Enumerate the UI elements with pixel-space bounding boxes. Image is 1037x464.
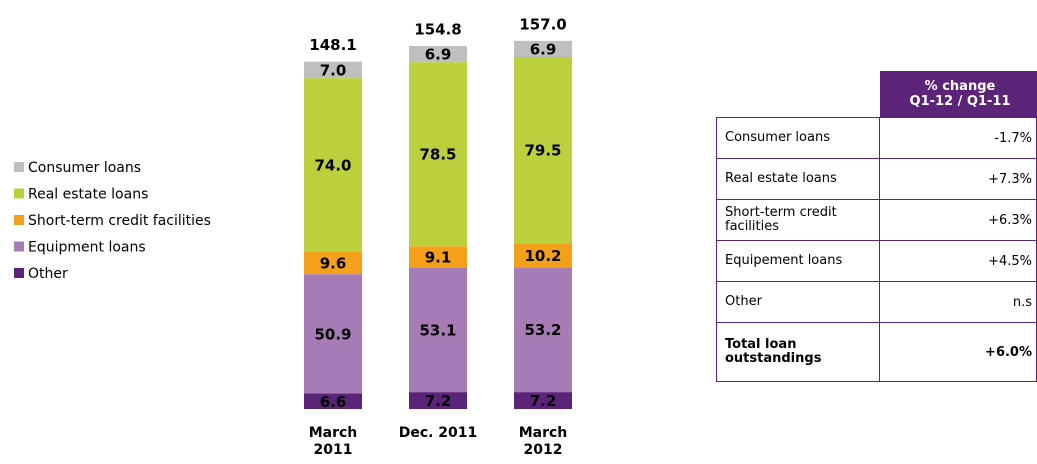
total-label: 157.0	[519, 15, 566, 33]
column-header: % change Q1-12 / Q1-11	[879, 71, 1037, 118]
row-value: +7.3%	[879, 158, 1037, 200]
header-line: Q1-12 / Q1-11	[909, 94, 1011, 109]
bar-segment	[514, 243, 572, 268]
row-label: Short-term credit facilities	[725, 205, 837, 234]
bar-segment	[514, 392, 572, 409]
row-label-cell: Real estate loans	[716, 158, 880, 200]
change-table: % change Q1-12 / Q1-11 Consumer loans -1.7…	[716, 71, 1037, 382]
row-label: Other	[725, 294, 762, 309]
bar-segment	[409, 392, 467, 409]
legend-label: Real estate loans	[28, 187, 148, 203]
segment-label: 78.5	[419, 146, 456, 164]
x-tick-label: March 2011	[308, 425, 358, 458]
bar-segment	[409, 246, 467, 268]
segment-label: 6.9	[530, 40, 557, 58]
bar-segment	[304, 78, 362, 252]
row-label: Consumer loans	[725, 130, 830, 145]
row-value: +4.5%	[879, 240, 1037, 282]
row-label-cell: Other	[716, 281, 880, 323]
segment-label: 7.2	[530, 392, 557, 410]
bar-segment	[304, 274, 362, 394]
bar-segment	[409, 62, 467, 247]
bar-segment	[514, 57, 572, 244]
row-label-cell: Total loan outstandings	[716, 322, 880, 382]
legend-label: Short-term credit facilities	[28, 213, 211, 229]
segment-label: 6.9	[425, 46, 452, 64]
row-label: Real estate loans	[725, 171, 837, 186]
row-label: Total loan outstandings	[725, 337, 822, 366]
chart: 6.6 50.9 9.6 74.0 7.0 148.1 7.2 53.1 9.1 78.5 6.9 1…	[14, 15, 572, 411]
header-line: % change	[924, 79, 996, 94]
row-label: Equipement loans	[725, 253, 843, 268]
segment-label: 10.2	[524, 247, 561, 265]
legend-swatch	[14, 215, 24, 225]
row-value: -1.7%	[879, 117, 1037, 159]
x-tick-label: March 2012	[518, 425, 568, 458]
row-label-cell: Consumer loans	[716, 117, 880, 159]
row-label-cell: Equipement loans	[716, 240, 880, 282]
segment-label: 74.0	[314, 156, 351, 174]
total-label: 148.1	[309, 36, 356, 54]
row-value: +6.3%	[879, 199, 1037, 241]
segment-label: 6.6	[320, 393, 347, 411]
segment-label: 53.2	[524, 321, 561, 339]
legend-swatch	[14, 188, 24, 199]
table-row: Total loan outstandings +6.0%	[716, 322, 1037, 382]
segment-label: 7.2	[425, 392, 452, 410]
table-row: Short-term credit facilities +6.3%	[716, 199, 1037, 241]
legend-swatch	[14, 162, 24, 172]
bar-segment	[304, 393, 362, 409]
bar-segment	[514, 267, 572, 393]
row-value: n.s	[879, 281, 1037, 323]
bar-segment	[409, 267, 467, 393]
legend-swatch	[14, 241, 24, 252]
bar-segment	[514, 40, 572, 58]
table-row: Consumer loans -1.7%	[716, 117, 1037, 159]
row-value: +6.0%	[879, 322, 1037, 382]
bar-segment	[304, 61, 362, 79]
table-row: Equipement loans +4.5%	[716, 240, 1037, 282]
legend-label: Other	[28, 266, 68, 282]
total-label: 154.8	[414, 20, 461, 38]
segment-label: 9.1	[425, 248, 452, 266]
bar-segment	[409, 45, 467, 63]
legend-swatch	[14, 268, 24, 278]
segment-label: 53.1	[419, 321, 456, 339]
bar-segment	[304, 251, 362, 275]
segment-label: 9.6	[320, 254, 347, 272]
header-row: % change Q1-12 / Q1-11	[717, 71, 1037, 118]
legend-label: Equipment loans	[28, 240, 146, 256]
segment-label: 79.5	[524, 142, 561, 160]
table-row: Other n.s	[716, 281, 1037, 323]
legend-label: Consumer loans	[28, 160, 141, 176]
segment-label: 50.9	[314, 325, 351, 343]
row-label-cell: Short-term credit facilities	[716, 199, 880, 241]
x-tick-label: Dec. 2011	[398, 425, 478, 441]
table-row: Real estate loans +7.3%	[716, 158, 1037, 200]
segment-label: 7.0	[320, 61, 347, 79]
